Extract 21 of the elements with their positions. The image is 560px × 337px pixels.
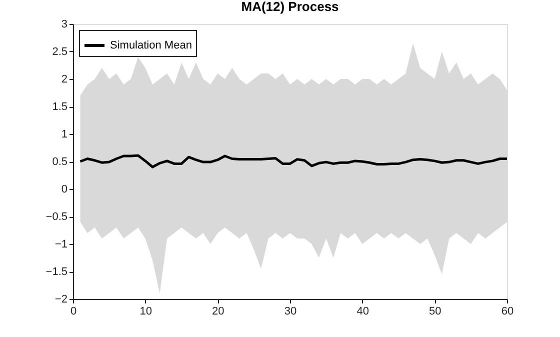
y-tick-label: 2 [61,74,68,86]
x-tick-label: 0 [70,306,77,318]
x-tick-label: 50 [429,306,442,318]
y-tick-label: 2.5 [52,46,68,58]
legend-label: Simulation Mean [110,40,192,52]
y-tick-label: −1.5 [46,266,68,278]
x-tick-label: 40 [356,306,369,318]
line-series [78,154,508,168]
y-tick-label: 1 [61,128,68,140]
x-tick-label: 20 [212,306,224,318]
x-tick-label: 10 [140,306,152,318]
y-tick-label: 0 [61,184,68,196]
y-tick-label: 0.5 [52,156,68,168]
x-tick-label: 60 [501,306,514,318]
y-tick-label: 3 [61,18,68,30]
y-tick-label: −2 [54,294,68,306]
y-tick-label: −0.5 [46,211,68,223]
x-tick-label: 30 [284,306,297,318]
y-tick-label: 1.5 [52,101,68,113]
y-tick-label: −1 [54,238,68,250]
chart-title: MA(12) Process [241,0,339,14]
